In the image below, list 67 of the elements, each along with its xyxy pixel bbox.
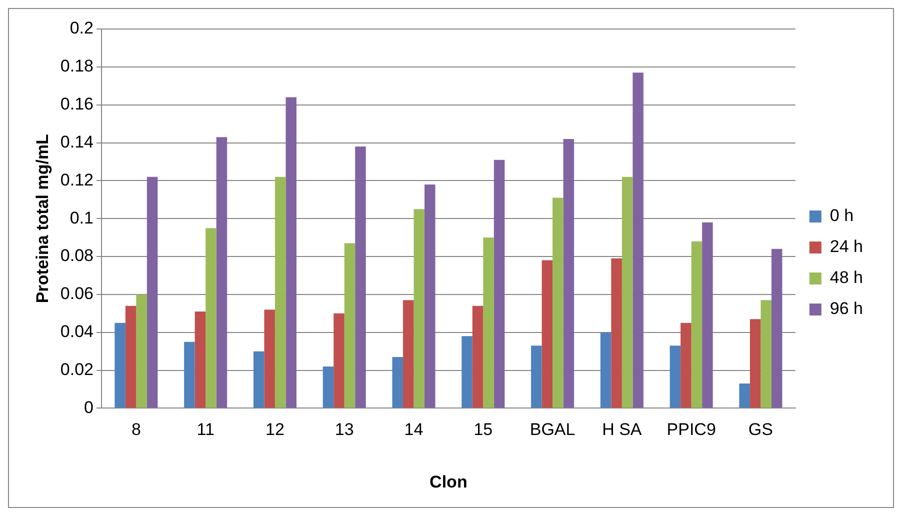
y-tick-label: 0.12 [60, 170, 94, 190]
bar [344, 243, 356, 408]
y-tick-label: 0.14 [60, 132, 94, 152]
x-tick-label: 12 [266, 420, 284, 440]
y-tick-label: 0.16 [60, 94, 94, 114]
x-tick-label: 11 [196, 420, 214, 440]
bar [125, 306, 136, 408]
x-tick-label: 13 [334, 420, 354, 440]
x-tick-label: 8 [131, 420, 141, 440]
bar [472, 306, 484, 408]
bar [691, 241, 702, 408]
bar [194, 312, 206, 408]
bar [739, 384, 750, 408]
bar [414, 209, 425, 408]
bar [563, 138, 574, 408]
y-tick-label: 0.08 [60, 246, 94, 266]
bar [702, 222, 713, 408]
bar [670, 346, 681, 408]
x-tick-label: 15 [474, 420, 493, 440]
bar [424, 184, 436, 408]
bar [531, 346, 542, 408]
x-tick-label: BGAL [530, 420, 576, 440]
legend-label: 24 h [830, 237, 864, 256]
bar [552, 198, 564, 408]
y-tick-label: 0 [84, 398, 94, 417]
bar [483, 238, 494, 408]
bar [146, 176, 158, 408]
x-tick-label: 14 [404, 420, 424, 440]
bar [322, 366, 334, 408]
bar [334, 313, 344, 408]
legend-label: 96 h [830, 299, 864, 318]
bar [542, 260, 553, 408]
x-tick-label: H SA [602, 420, 642, 440]
y-tick-label: 0.06 [60, 284, 94, 304]
bar [392, 357, 403, 408]
y-tick-label: 0.02 [60, 360, 94, 379]
bar [136, 294, 147, 408]
legend-label: 0 h [830, 206, 854, 226]
y-tick-label: 0.1 [70, 208, 94, 228]
bar [403, 300, 414, 408]
y-axis-title: Proteina total mg/mL [32, 134, 52, 304]
bar [622, 176, 633, 408]
bar [206, 228, 216, 408]
bar [632, 72, 644, 408]
bar [253, 351, 264, 408]
bar [771, 248, 782, 408]
bar [611, 258, 622, 408]
bar [274, 176, 286, 408]
y-tick-label: 0.18 [60, 56, 94, 76]
y-tick-label: 0.2 [70, 18, 94, 38]
bar [184, 342, 195, 408]
bar [286, 97, 296, 408]
bar [600, 332, 612, 408]
bar [680, 322, 692, 408]
bar [462, 336, 472, 408]
x-axis-title: Clon [430, 472, 468, 492]
bar [760, 300, 772, 408]
bar [750, 319, 761, 408]
legend-label: 48 h [830, 268, 864, 288]
bar [494, 160, 505, 408]
bar [264, 310, 275, 408]
bar [114, 322, 126, 408]
x-tick-label: GS [748, 420, 773, 440]
y-tick-label: 0.04 [60, 322, 94, 342]
bar [355, 146, 366, 408]
x-tick-label: PPIC9 [666, 420, 716, 440]
bar [216, 137, 228, 408]
